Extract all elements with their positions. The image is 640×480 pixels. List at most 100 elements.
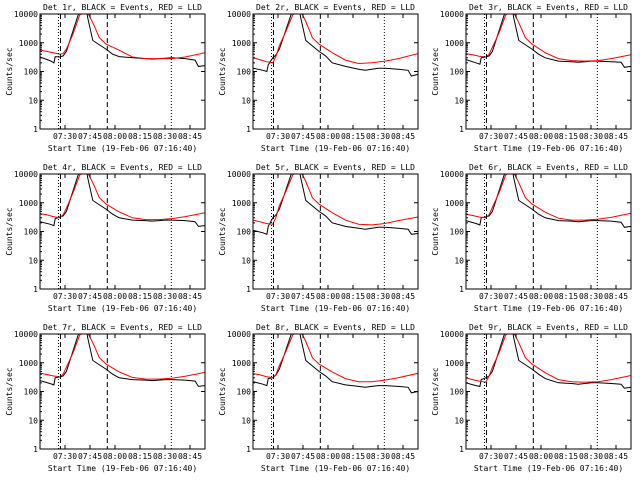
x-tick-label: 07:30 <box>479 292 503 301</box>
x-tick-label: 07:30 <box>53 452 77 461</box>
x-tick-label: 08:45 <box>604 132 628 141</box>
detector-panel-5: Det 5r, BLACK = Events, RED = LLD 1 10 100 1… <box>213 160 426 320</box>
y-tick-label: 100 <box>450 228 465 237</box>
y-tick-label: 1000 <box>19 39 38 48</box>
detector-panel-4: Det 4r, BLACK = Events, RED = LLD 1 10 100 1… <box>0 160 213 320</box>
detector-chart-svg: Det 9r, BLACK = Events, RED = LLD 1 10 100 1… <box>431 323 632 473</box>
x-tick-label: 08:30 <box>579 132 603 141</box>
lld-series-line <box>40 14 205 60</box>
plot-frame <box>252 13 419 130</box>
chart-title: Det 8r, BLACK = Events, RED = LLD <box>256 323 415 332</box>
y-tick-label: 10000 <box>227 10 251 19</box>
plot-frame <box>39 173 206 290</box>
x-axis-label: Start Time (19-Feb-06 07:16:40) <box>474 144 623 153</box>
y-tick-label: 10 <box>28 416 38 425</box>
x-tick-label: 08:45 <box>391 292 415 301</box>
chart-title: Det 6r, BLACK = Events, RED = LLD <box>469 163 628 172</box>
lld-series-line <box>253 174 418 226</box>
plot-frame <box>465 13 632 130</box>
detector-chart-svg: Det 4r, BLACK = Events, RED = LLD 1 10 100 1… <box>5 163 206 313</box>
y-tick-label: 10 <box>28 96 38 105</box>
x-tick-label: 07:30 <box>479 132 503 141</box>
y-tick-label: 1000 <box>232 39 251 48</box>
y-tick-label: 1000 <box>445 199 464 208</box>
x-axis-label: Start Time (19-Feb-06 07:16:40) <box>48 144 197 153</box>
detector-chart-svg: Det 7r, BLACK = Events, RED = LLD 1 10 100 1… <box>5 323 206 473</box>
x-tick-label: 08:15 <box>554 132 578 141</box>
chart-title: Det 1r, BLACK = Events, RED = LLD <box>43 3 202 12</box>
y-tick-label: 10000 <box>14 330 38 339</box>
chart-title: Det 2r, BLACK = Events, RED = LLD <box>256 3 415 12</box>
x-tick-label: 08:30 <box>579 452 603 461</box>
plot-frame <box>465 173 632 290</box>
lld-series-line <box>40 174 205 221</box>
x-tick-label: 08:30 <box>153 292 177 301</box>
y-tick-label: 10 <box>241 256 251 265</box>
x-tick-label: 08:00 <box>529 292 553 301</box>
y-axis-label: Counts/sec <box>218 367 227 415</box>
y-tick-label: 10000 <box>440 10 464 19</box>
y-tick-label: 10000 <box>440 170 464 179</box>
x-tick-label: 07:30 <box>53 132 77 141</box>
plot-frame <box>252 173 419 290</box>
x-tick-label: 08:15 <box>128 132 152 141</box>
y-tick-label: 10 <box>454 96 464 105</box>
x-tick-label: 08:00 <box>103 292 127 301</box>
x-tick-label: 07:45 <box>504 292 528 301</box>
detector-chart-svg: Det 3r, BLACK = Events, RED = LLD 1 10 100 1… <box>431 3 632 153</box>
plot-frame <box>39 333 206 450</box>
y-axis-label: Counts/sec <box>218 47 227 95</box>
x-tick-label: 08:15 <box>341 292 365 301</box>
lld-series-line <box>466 14 631 62</box>
x-tick-label: 08:45 <box>604 452 628 461</box>
x-tick-label: 08:30 <box>579 292 603 301</box>
y-tick-label: 100 <box>237 68 252 77</box>
y-tick-label: 100 <box>450 388 465 397</box>
lld-series-line <box>40 334 205 380</box>
y-tick-label: 100 <box>237 228 252 237</box>
x-tick-label: 08:45 <box>178 132 202 141</box>
lld-series-line <box>253 334 418 383</box>
x-tick-label: 08:45 <box>391 132 415 141</box>
y-tick-label: 1000 <box>232 199 251 208</box>
y-tick-label: 1 <box>459 285 464 294</box>
plot-frame <box>252 333 419 450</box>
y-axis-label: Counts/sec <box>5 207 14 255</box>
chart-title: Det 5r, BLACK = Events, RED = LLD <box>256 163 415 172</box>
y-tick-label: 1000 <box>445 359 464 368</box>
x-tick-label: 08:30 <box>366 132 390 141</box>
x-tick-label: 08:00 <box>316 292 340 301</box>
y-tick-label: 1 <box>246 445 251 454</box>
x-tick-label: 07:45 <box>78 132 102 141</box>
x-tick-label: 07:45 <box>78 452 102 461</box>
events-series-line <box>253 174 418 235</box>
x-tick-label: 08:45 <box>604 292 628 301</box>
detector-panel-3: Det 3r, BLACK = Events, RED = LLD 1 10 100 1… <box>426 0 639 160</box>
y-tick-label: 1000 <box>19 359 38 368</box>
x-tick-label: 07:30 <box>266 292 290 301</box>
y-tick-label: 1 <box>459 125 464 134</box>
y-tick-label: 10 <box>241 96 251 105</box>
y-tick-label: 10 <box>241 416 251 425</box>
y-tick-label: 10000 <box>440 330 464 339</box>
x-tick-label: 08:30 <box>366 292 390 301</box>
chart-title: Det 4r, BLACK = Events, RED = LLD <box>43 163 202 172</box>
y-tick-label: 10000 <box>14 170 38 179</box>
y-tick-label: 1000 <box>445 39 464 48</box>
detector-chart-svg: Det 6r, BLACK = Events, RED = LLD 1 10 100 1… <box>431 163 632 313</box>
x-axis-label: Start Time (19-Feb-06 07:16:40) <box>474 304 623 313</box>
x-tick-label: 08:45 <box>391 452 415 461</box>
x-tick-label: 07:45 <box>291 292 315 301</box>
x-tick-label: 08:00 <box>103 132 127 141</box>
x-tick-label: 08:45 <box>178 452 202 461</box>
y-axis-label: Counts/sec <box>218 207 227 255</box>
x-axis-label: Start Time (19-Feb-06 07:16:40) <box>261 304 410 313</box>
events-series-line <box>253 14 418 77</box>
y-axis-label: Counts/sec <box>431 367 440 415</box>
x-tick-label: 07:30 <box>53 292 77 301</box>
y-tick-label: 100 <box>24 228 39 237</box>
x-tick-label: 08:00 <box>103 452 127 461</box>
lld-series-line <box>466 174 631 221</box>
y-tick-label: 1 <box>246 125 251 134</box>
x-tick-label: 08:15 <box>554 292 578 301</box>
